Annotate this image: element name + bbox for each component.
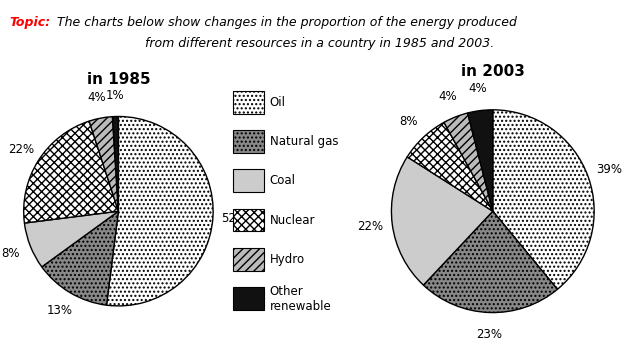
Text: 23%: 23% [476, 328, 502, 341]
Bar [233, 248, 264, 271]
Wedge shape [42, 211, 118, 305]
Text: Topic:: Topic: [10, 16, 51, 29]
Title: in 2003: in 2003 [461, 64, 525, 79]
Text: from different resources in a country in 1985 and 2003.: from different resources in a country in… [145, 37, 495, 50]
Text: Coal: Coal [270, 174, 296, 187]
Wedge shape [106, 117, 213, 306]
Bar [233, 209, 264, 232]
Text: 8%: 8% [399, 114, 417, 127]
Bar [233, 287, 264, 310]
Wedge shape [407, 122, 493, 211]
Wedge shape [468, 110, 493, 211]
Text: 8%: 8% [2, 247, 20, 260]
Wedge shape [424, 211, 557, 313]
Wedge shape [392, 157, 493, 285]
Text: 4%: 4% [468, 82, 486, 95]
Text: The charts below show changes in the proportion of the energy produced: The charts below show changes in the pro… [53, 16, 517, 29]
Text: Hydro: Hydro [270, 253, 305, 266]
Text: 4%: 4% [88, 91, 106, 104]
Bar [233, 91, 264, 114]
Text: 39%: 39% [596, 163, 622, 176]
Text: 13%: 13% [47, 304, 72, 317]
Text: Oil: Oil [270, 96, 286, 109]
Text: 52%: 52% [221, 212, 247, 225]
Title: in 1985: in 1985 [86, 73, 150, 87]
Wedge shape [89, 117, 118, 211]
Bar [233, 130, 264, 153]
Text: 1%: 1% [106, 89, 124, 102]
Text: 4%: 4% [438, 90, 456, 103]
Text: Natural gas: Natural gas [270, 135, 339, 148]
Text: 22%: 22% [357, 220, 383, 233]
Wedge shape [113, 117, 118, 211]
Text: Other
renewable: Other renewable [270, 285, 332, 313]
Text: 22%: 22% [8, 143, 34, 156]
Text: Nuclear: Nuclear [270, 214, 316, 227]
Wedge shape [444, 113, 493, 211]
Bar [233, 169, 264, 192]
Wedge shape [493, 110, 594, 289]
Wedge shape [24, 211, 118, 267]
Wedge shape [24, 121, 118, 223]
